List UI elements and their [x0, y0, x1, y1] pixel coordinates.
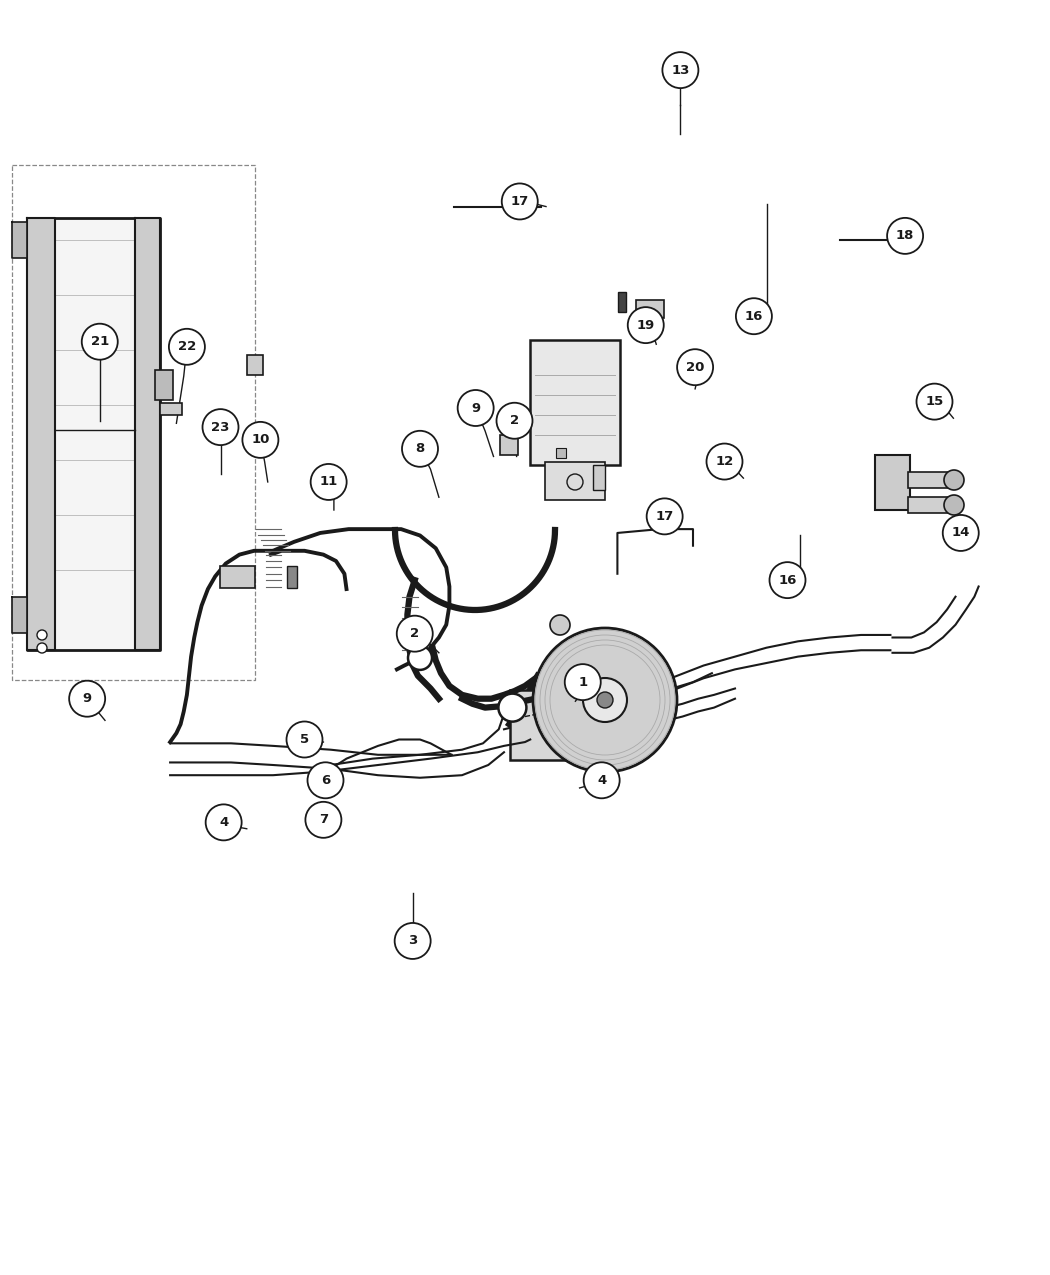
- Polygon shape: [135, 218, 160, 650]
- Circle shape: [306, 802, 341, 838]
- Text: 10: 10: [251, 434, 270, 446]
- Circle shape: [499, 694, 526, 722]
- Circle shape: [206, 805, 242, 840]
- Text: 12: 12: [715, 455, 734, 468]
- Text: 4: 4: [219, 816, 228, 829]
- Circle shape: [395, 923, 430, 959]
- Text: 16: 16: [778, 574, 797, 586]
- Circle shape: [82, 324, 118, 360]
- Circle shape: [311, 464, 347, 500]
- Bar: [545, 462, 605, 500]
- Text: 2: 2: [510, 414, 519, 427]
- Bar: [908, 472, 953, 488]
- Text: 6: 6: [321, 774, 330, 787]
- Text: 13: 13: [671, 64, 690, 76]
- Circle shape: [677, 349, 713, 385]
- Polygon shape: [27, 218, 160, 650]
- Circle shape: [917, 384, 952, 419]
- Circle shape: [887, 218, 923, 254]
- Circle shape: [37, 630, 47, 640]
- Circle shape: [770, 562, 805, 598]
- Bar: [510, 690, 640, 760]
- Circle shape: [402, 431, 438, 467]
- Text: 19: 19: [636, 319, 655, 332]
- Circle shape: [736, 298, 772, 334]
- Text: 20: 20: [686, 361, 705, 374]
- Circle shape: [565, 664, 601, 700]
- Circle shape: [397, 616, 433, 652]
- Circle shape: [203, 409, 238, 445]
- Bar: [636, 300, 664, 317]
- Polygon shape: [12, 222, 27, 258]
- Circle shape: [944, 470, 964, 490]
- Bar: [220, 566, 255, 588]
- Bar: [287, 566, 297, 588]
- Polygon shape: [12, 597, 27, 632]
- Text: 11: 11: [319, 476, 338, 488]
- Bar: [247, 354, 262, 375]
- Text: 17: 17: [655, 510, 674, 523]
- Text: 2: 2: [411, 627, 419, 640]
- Circle shape: [243, 422, 278, 458]
- Text: 9: 9: [471, 402, 480, 414]
- Circle shape: [497, 403, 532, 439]
- Text: 7: 7: [319, 813, 328, 826]
- Bar: [530, 340, 620, 465]
- Text: 14: 14: [951, 527, 970, 539]
- Text: 18: 18: [896, 230, 915, 242]
- Bar: [155, 370, 173, 400]
- Circle shape: [308, 762, 343, 798]
- Circle shape: [69, 681, 105, 717]
- Bar: [556, 448, 566, 458]
- Circle shape: [287, 722, 322, 757]
- Text: 4: 4: [597, 774, 606, 787]
- Bar: [160, 403, 182, 414]
- Text: 22: 22: [177, 340, 196, 353]
- Circle shape: [169, 329, 205, 365]
- Text: 21: 21: [90, 335, 109, 348]
- Bar: [618, 292, 626, 312]
- Circle shape: [707, 444, 742, 479]
- Circle shape: [943, 515, 979, 551]
- Text: 23: 23: [211, 421, 230, 434]
- Text: 8: 8: [416, 442, 424, 455]
- Circle shape: [502, 184, 538, 219]
- Text: 15: 15: [925, 395, 944, 408]
- Bar: [593, 465, 605, 490]
- Circle shape: [584, 762, 620, 798]
- Text: 9: 9: [83, 692, 91, 705]
- Polygon shape: [27, 218, 55, 650]
- Circle shape: [663, 52, 698, 88]
- Circle shape: [583, 678, 627, 722]
- Text: 3: 3: [408, 935, 417, 947]
- Circle shape: [37, 643, 47, 653]
- Circle shape: [647, 499, 682, 534]
- Text: 17: 17: [510, 195, 529, 208]
- Text: 5: 5: [300, 733, 309, 746]
- Text: 1: 1: [579, 676, 587, 688]
- Circle shape: [533, 629, 677, 771]
- Circle shape: [628, 307, 664, 343]
- Bar: [500, 435, 518, 455]
- Bar: [908, 497, 953, 513]
- Text: 16: 16: [744, 310, 763, 323]
- Circle shape: [597, 692, 613, 708]
- Circle shape: [458, 390, 494, 426]
- Circle shape: [550, 615, 570, 635]
- Circle shape: [408, 646, 432, 669]
- Circle shape: [944, 495, 964, 515]
- Bar: [875, 455, 910, 510]
